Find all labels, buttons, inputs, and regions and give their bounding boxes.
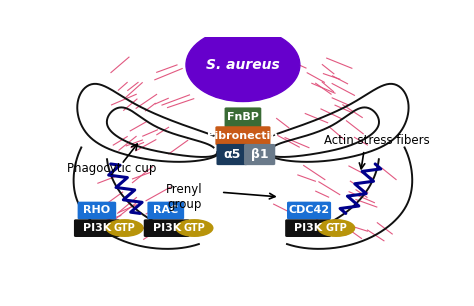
Circle shape bbox=[186, 28, 300, 102]
Text: S. aureus: S. aureus bbox=[206, 58, 280, 72]
Text: GTP: GTP bbox=[114, 223, 136, 233]
Text: RAC: RAC bbox=[153, 206, 178, 215]
Text: β1: β1 bbox=[251, 148, 268, 161]
FancyBboxPatch shape bbox=[287, 202, 331, 219]
FancyBboxPatch shape bbox=[74, 219, 120, 237]
Text: PI3K: PI3K bbox=[294, 223, 322, 233]
Ellipse shape bbox=[175, 219, 213, 237]
Text: PI3K: PI3K bbox=[83, 223, 111, 233]
FancyBboxPatch shape bbox=[244, 144, 275, 165]
Text: α5: α5 bbox=[223, 148, 241, 161]
FancyBboxPatch shape bbox=[78, 202, 116, 219]
FancyBboxPatch shape bbox=[144, 219, 190, 237]
FancyBboxPatch shape bbox=[147, 202, 184, 219]
Ellipse shape bbox=[317, 219, 356, 237]
Ellipse shape bbox=[106, 219, 144, 237]
Text: PI3K: PI3K bbox=[153, 223, 181, 233]
Text: GTP: GTP bbox=[325, 223, 347, 233]
FancyBboxPatch shape bbox=[215, 126, 271, 145]
Text: CDC42: CDC42 bbox=[289, 206, 329, 215]
FancyBboxPatch shape bbox=[285, 219, 331, 237]
Text: Actin stress fibers: Actin stress fibers bbox=[324, 134, 429, 147]
Text: Phagocytic cup: Phagocytic cup bbox=[66, 162, 156, 175]
Text: Prenyl
group: Prenyl group bbox=[166, 183, 202, 211]
FancyBboxPatch shape bbox=[217, 144, 248, 165]
Text: FnBP: FnBP bbox=[227, 112, 259, 122]
Text: RHO: RHO bbox=[83, 206, 110, 215]
FancyBboxPatch shape bbox=[225, 107, 261, 127]
Text: GTP: GTP bbox=[183, 223, 205, 233]
Text: Fibronectin: Fibronectin bbox=[207, 131, 279, 141]
